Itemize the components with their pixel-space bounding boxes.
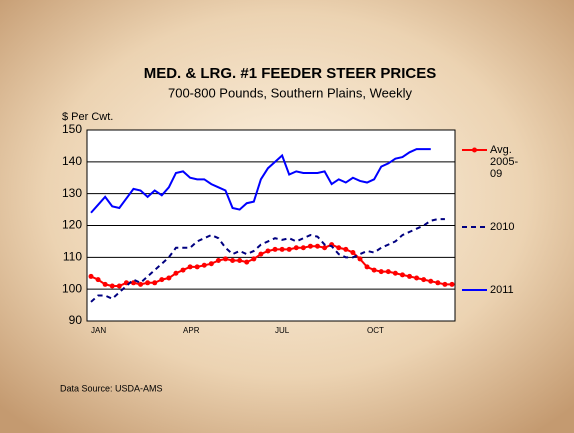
y-tick-label: 110 <box>63 250 82 264</box>
point-marker <box>152 280 158 286</box>
y-tick-label: 140 <box>62 154 82 168</box>
series-line <box>90 243 452 287</box>
point-marker <box>187 264 193 270</box>
point-marker <box>307 243 313 249</box>
series-line <box>90 218 445 303</box>
point-marker <box>244 259 250 265</box>
point-marker <box>159 277 165 283</box>
source-note: Data Source: USDA-AMS <box>60 383 163 393</box>
point-marker <box>145 280 151 286</box>
point-marker <box>166 275 172 281</box>
y-tick-label: 130 <box>62 186 82 200</box>
point-marker <box>322 245 328 251</box>
point-marker <box>102 281 108 287</box>
point-marker <box>109 283 115 289</box>
chart-title: MED. & LRG. #1 FEEDER STEER PRICES <box>144 65 437 82</box>
point-marker <box>336 245 342 251</box>
point-marker <box>215 258 221 264</box>
point-marker <box>95 277 101 283</box>
point-marker <box>399 272 405 278</box>
chart-subtitle: 700-800 Pounds, Southern Plains, Weekly <box>168 85 413 100</box>
point-marker <box>279 246 285 252</box>
point-marker <box>442 281 448 287</box>
point-marker <box>194 264 200 270</box>
point-marker <box>116 283 122 289</box>
point-marker <box>222 256 228 262</box>
point-marker <box>392 270 398 276</box>
point-marker <box>237 258 243 264</box>
point-marker <box>265 248 271 254</box>
y-tick-label: 100 <box>62 281 82 295</box>
legend-marker <box>472 147 477 153</box>
legend-label: 2010 <box>490 221 515 233</box>
series-line <box>90 148 431 214</box>
x-tick-label: OCT <box>367 326 384 335</box>
point-marker <box>378 269 384 275</box>
y-tick-label: 120 <box>62 218 82 232</box>
point-marker <box>272 246 278 252</box>
point-marker <box>364 264 370 270</box>
point-marker <box>286 246 292 252</box>
point-marker <box>251 256 257 262</box>
point-marker <box>435 280 441 286</box>
point-marker <box>414 275 420 281</box>
point-marker <box>230 258 236 264</box>
point-marker <box>371 267 377 273</box>
y-tick-label: 150 <box>62 122 82 136</box>
y-tick-label: 90 <box>69 313 83 327</box>
point-marker <box>130 280 136 286</box>
point-marker <box>88 273 94 279</box>
point-marker <box>300 245 306 251</box>
point-marker <box>407 273 413 279</box>
x-tick-label: JAN <box>91 326 106 335</box>
point-marker <box>385 269 391 275</box>
point-marker <box>350 250 356 256</box>
point-marker <box>208 261 214 267</box>
x-tick-label: APR <box>183 326 200 335</box>
x-tick-label: JUL <box>275 326 290 335</box>
legend-label: 2011 <box>490 284 514 296</box>
point-marker <box>201 262 207 268</box>
y-axis-label: $ Per Cwt. <box>62 111 113 123</box>
point-marker <box>258 251 264 257</box>
point-marker <box>315 243 321 249</box>
point-marker <box>138 281 144 287</box>
point-marker <box>173 270 179 276</box>
point-marker <box>343 246 349 252</box>
point-marker <box>357 256 363 262</box>
point-marker <box>449 281 455 287</box>
point-marker <box>421 277 427 283</box>
plot-border <box>86 129 456 322</box>
point-marker <box>180 267 186 273</box>
legend-label: Avg. 2005-09 <box>490 144 519 180</box>
point-marker <box>428 278 434 284</box>
point-marker <box>293 245 299 251</box>
